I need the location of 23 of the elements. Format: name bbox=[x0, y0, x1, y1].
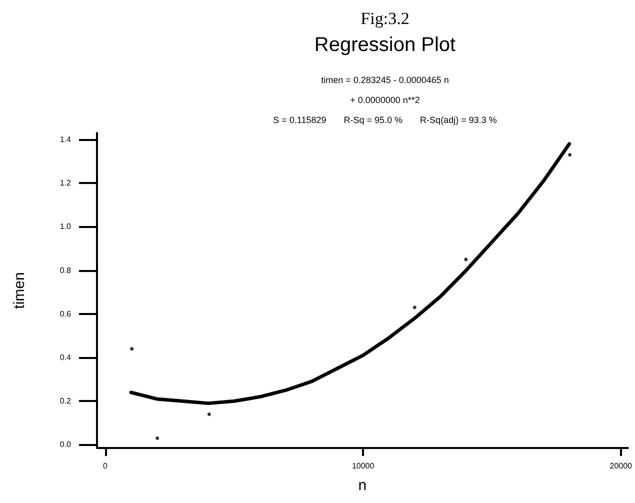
x-tick-label: 10000 bbox=[352, 462, 375, 470]
y-tick-label: 0.2 bbox=[60, 396, 72, 406]
y-tick-label: 1.4 bbox=[60, 135, 72, 144]
y-tick-label: 0.0 bbox=[60, 440, 72, 450]
x-tick-label: 20000 bbox=[610, 462, 633, 470]
point bbox=[156, 436, 160, 440]
chart-subtitle: timen = 0.283245 - 0.0000465 n + 0.0000000 n**2 S = 0.115829 R-Sq = 95.0 % R-Sq(adj) = 93.3 % bbox=[273, 75, 497, 125]
point bbox=[464, 258, 468, 262]
y-axis-title: timen bbox=[11, 272, 28, 309]
point bbox=[568, 153, 572, 157]
text: Fig:3.2 bbox=[360, 9, 410, 28]
line-series bbox=[129, 142, 572, 406]
point bbox=[207, 412, 211, 416]
x-axis-title: n bbox=[358, 477, 367, 494]
y-tick-label: 1.0 bbox=[60, 222, 72, 232]
chart-title: Regression Plot bbox=[314, 34, 456, 56]
y-tick-label: 0.8 bbox=[60, 266, 72, 275]
y-tick-label: 0.6 bbox=[60, 309, 72, 318]
y-tick-label: 1.2 bbox=[60, 178, 72, 188]
point bbox=[412, 306, 416, 310]
point bbox=[130, 347, 134, 351]
x-tick-label: 0 bbox=[103, 462, 108, 470]
y-tick-label: 0.4 bbox=[60, 353, 72, 362]
